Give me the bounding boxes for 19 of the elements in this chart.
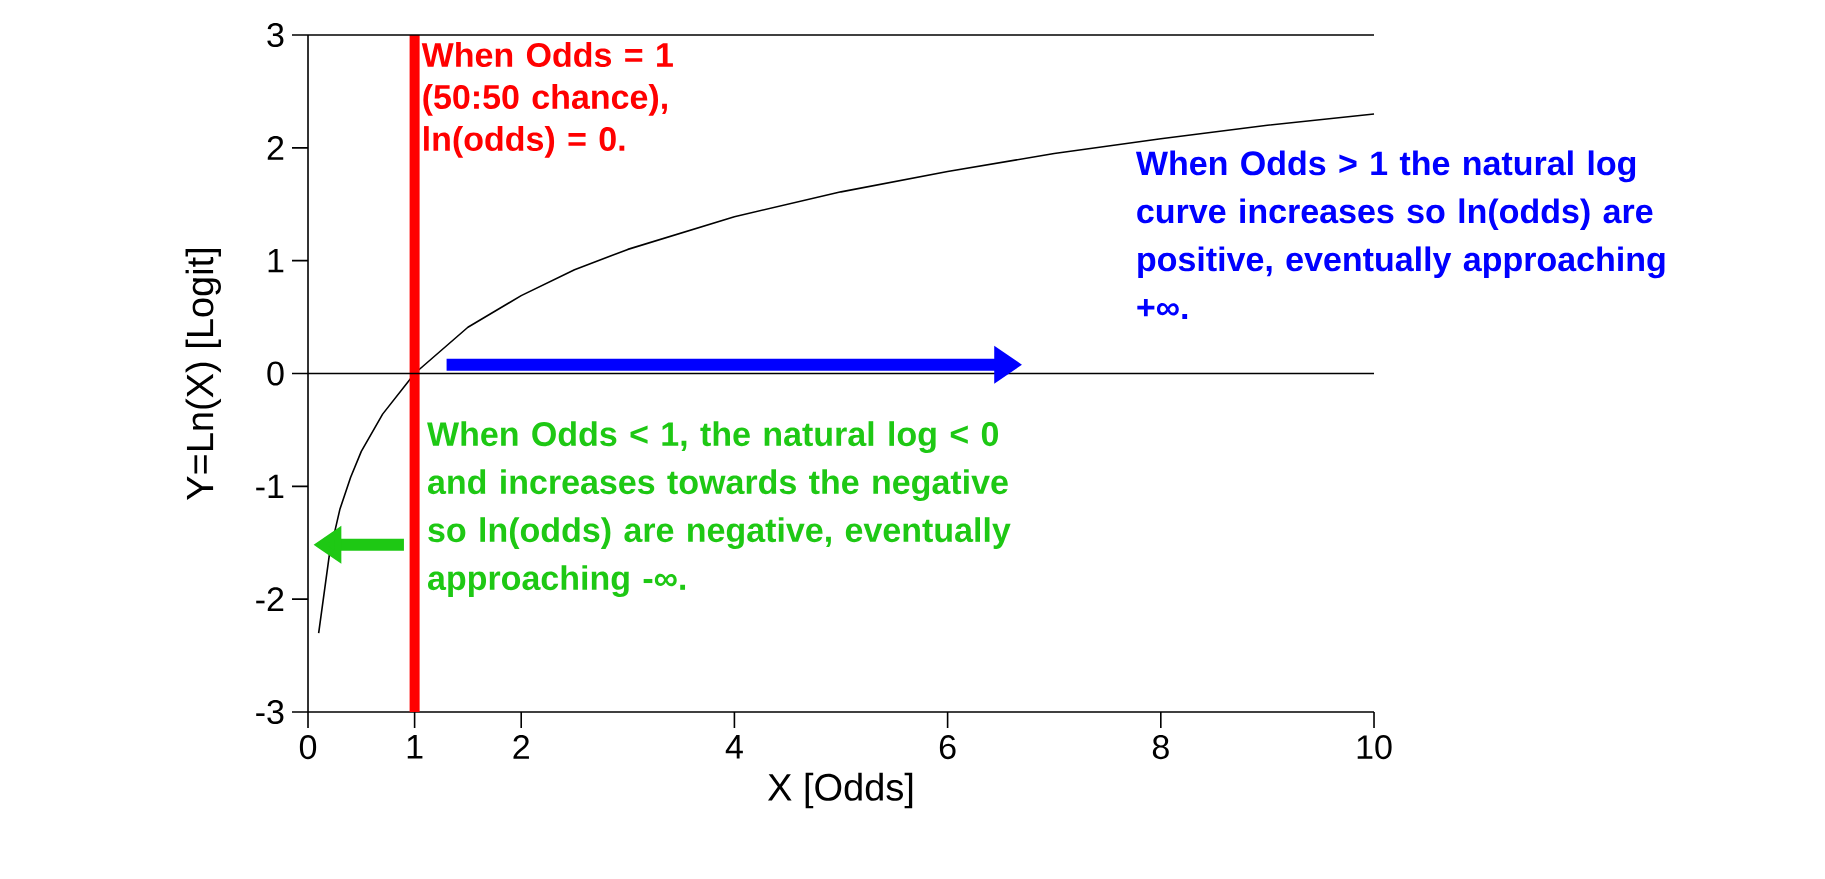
- y-tick-label: 2: [267, 135, 284, 160]
- y-tick-label: -3: [256, 699, 284, 725]
- x-tick-label: 4: [725, 735, 743, 759]
- x-tick-label: 0: [299, 735, 317, 760]
- x-tick-label: 6: [939, 735, 956, 760]
- y-tick-label: 3: [267, 22, 284, 48]
- y-tick-label: 0: [267, 361, 284, 386]
- annotation: When Odds > 1 the natural log curve increases so ln(odds) are positive, eventually approaching +∞.: [1135, 150, 1665, 320]
- annotation: When Odds < 1, the natural log < 0 and increases towards the negative so ln(odds) are negative, eventually approaching -∞.: [427, 421, 1011, 598]
- x-tick-label: 1: [407, 735, 423, 759]
- y-tick-label: -1: [256, 474, 284, 499]
- x-tick-label: 10: [1357, 735, 1392, 760]
- x-tick-label: 8: [1152, 735, 1169, 760]
- x-tick-label: 2: [513, 735, 529, 759]
- ref-line-label: When Odds = 1 (50:50 chance), ln(odds) = 0.: [421, 42, 673, 158]
- y-axis-title: Y=Ln(X) [Logit]: [185, 249, 221, 500]
- y-tick-label: 1: [268, 248, 284, 273]
- y-tick-label: -2: [256, 587, 284, 612]
- x-axis-title: X [Odds]: [767, 772, 913, 809]
